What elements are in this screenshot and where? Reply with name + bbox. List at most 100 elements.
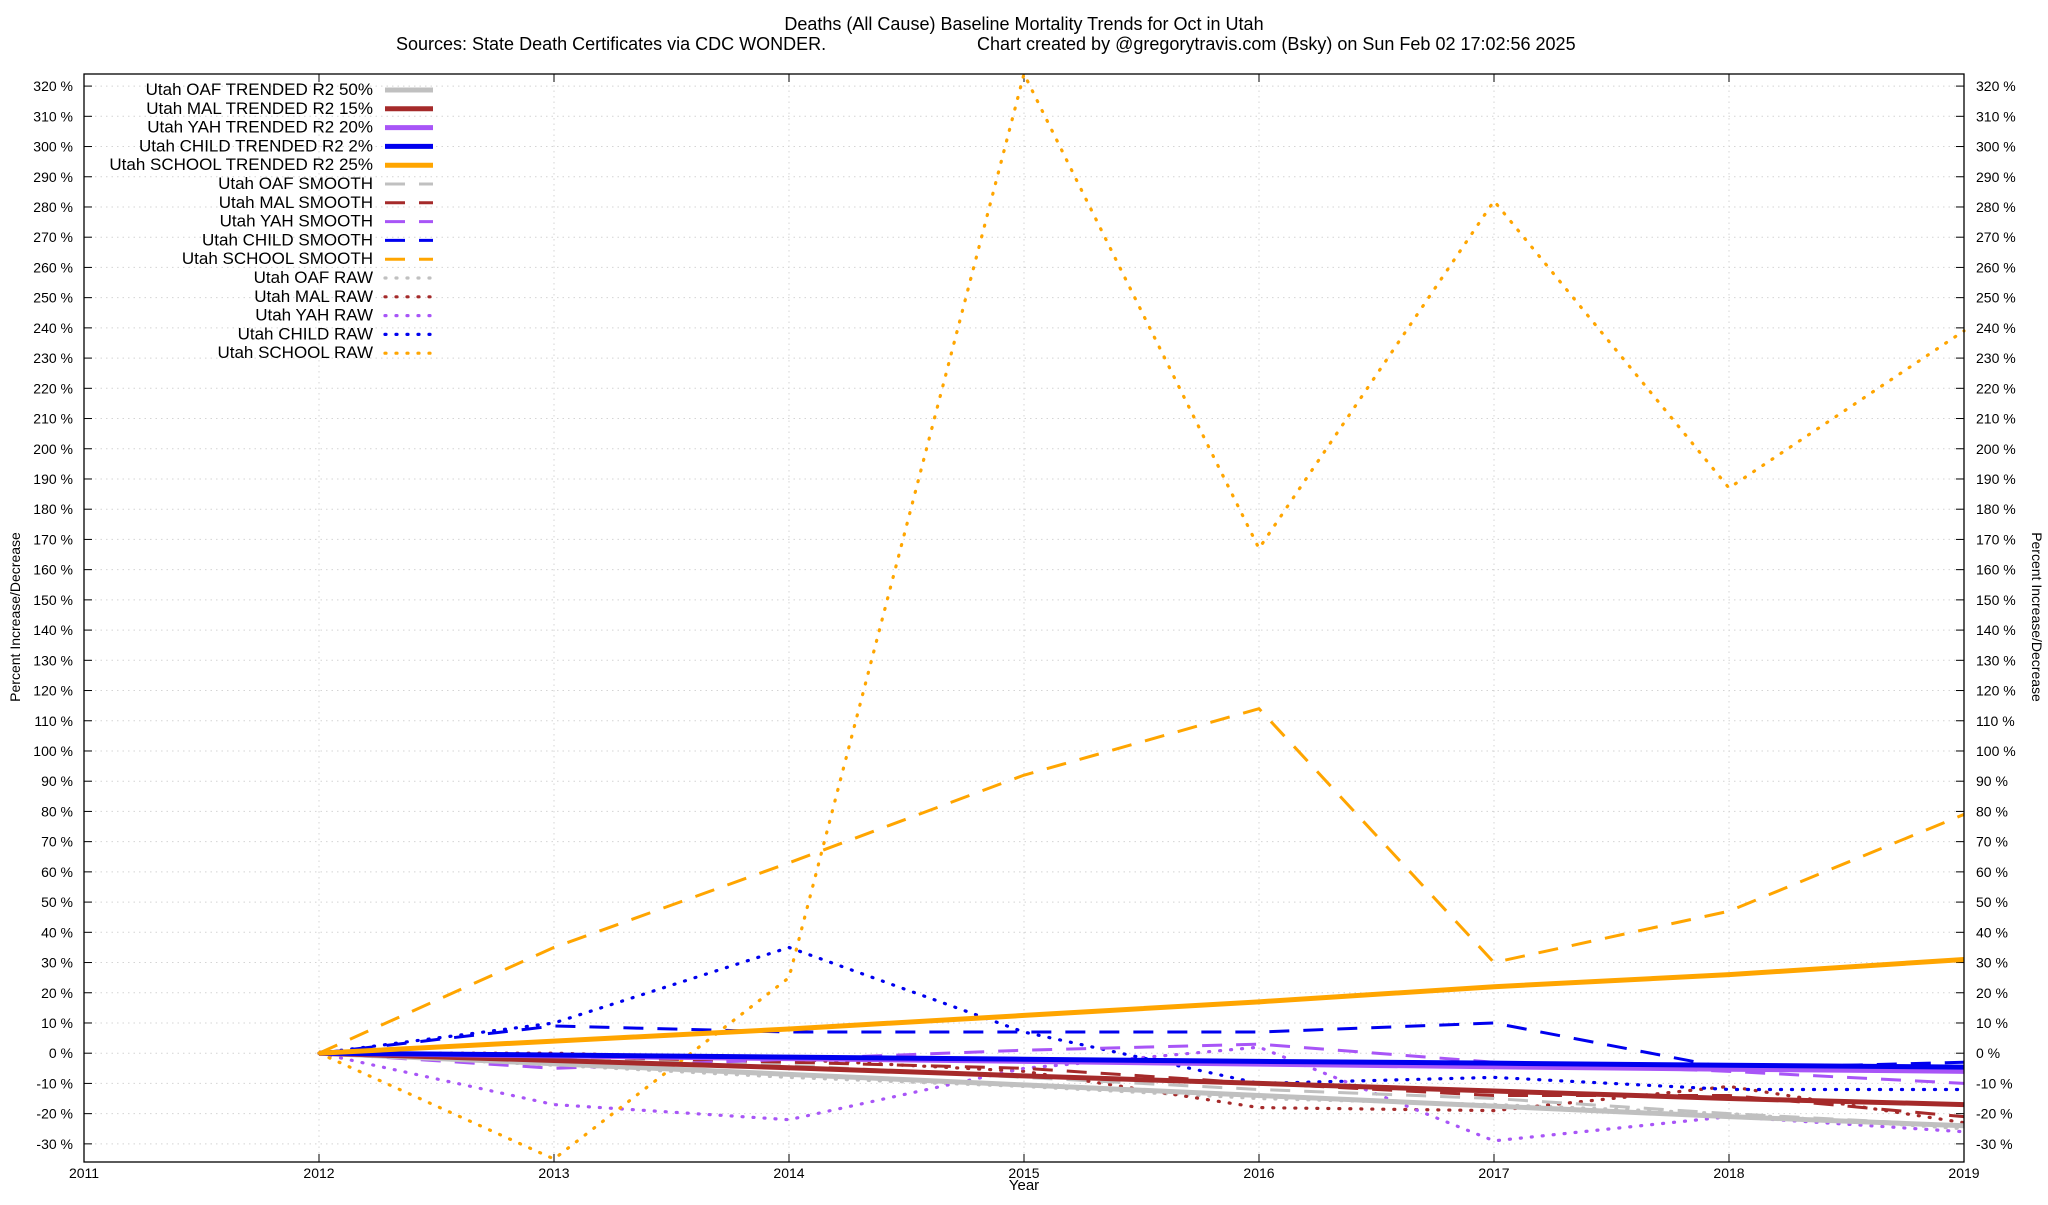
y-tick-label-right: 90 % xyxy=(1976,773,2008,789)
y-tick-label-right: 70 % xyxy=(1976,834,2008,850)
y-tick-label-right: 310 % xyxy=(1976,108,2016,124)
y-tick-label-left: 210 % xyxy=(33,411,73,427)
y-tick-label-left: 310 % xyxy=(33,108,73,124)
y-tick-label-left: 130 % xyxy=(33,652,73,668)
x-tick-label: 2015 xyxy=(1008,1165,1039,1181)
series-line-utah-oaf-trended-r2-50 xyxy=(318,1050,1965,1129)
y-tick-label-right: -30 % xyxy=(1976,1136,2013,1152)
y-tick-label-left: 60 % xyxy=(41,864,73,880)
y-tick-label-right: 120 % xyxy=(1976,683,2016,699)
y-tick-label-right: 50 % xyxy=(1976,894,2008,910)
legend-label: Utah YAH TRENDED R2 20% xyxy=(147,118,373,137)
x-tick-label: 2011 xyxy=(69,1165,99,1181)
y-tick-label-right: 300 % xyxy=(1976,139,2016,155)
y-tick-label-right: 260 % xyxy=(1976,259,2016,275)
y-tick-label-right: 230 % xyxy=(1976,350,2016,366)
series-lines xyxy=(317,72,1966,1161)
y-tick-label-left: 100 % xyxy=(33,743,73,759)
y-tick-label-left: 240 % xyxy=(33,320,73,336)
legend-label: Utah MAL TRENDED R2 15% xyxy=(146,99,373,118)
chart-title: Deaths (All Cause) Baseline Mortality Tr… xyxy=(784,14,1263,34)
y-tick-label-right: 290 % xyxy=(1976,169,2016,185)
y-tick-label-left: 70 % xyxy=(41,834,73,850)
y-tick-label-left: 40 % xyxy=(41,924,73,940)
series-line-utah-yah-raw xyxy=(317,1045,1966,1143)
legend-label: Utah CHILD SMOOTH xyxy=(202,230,373,249)
y-tick-label-right: 100 % xyxy=(1976,743,2016,759)
y-tick-label-left: 290 % xyxy=(33,169,73,185)
x-tick-label: 2013 xyxy=(538,1165,569,1181)
y-tick-label-right: 220 % xyxy=(1976,380,2016,396)
y-tick-label-right: 210 % xyxy=(1976,411,2016,427)
y-tick-label-right: 10 % xyxy=(1976,1015,2008,1031)
plot-frame xyxy=(83,73,1965,1163)
legend-label: Utah SCHOOL SMOOTH xyxy=(182,249,373,268)
legend-label: Utah OAF SMOOTH xyxy=(218,174,373,193)
y-tick-label-right: 150 % xyxy=(1976,592,2016,608)
y-tick-label-left: 20 % xyxy=(41,985,73,1001)
y-tick-label-left: 200 % xyxy=(33,441,73,457)
chart-subtitle-right: Chart created by @gregorytravis.com (Bsk… xyxy=(977,34,1576,54)
y-tick-label-right: 110 % xyxy=(1976,713,2015,729)
y-tick-label-left: 320 % xyxy=(33,78,73,94)
y-tick-label-left: 140 % xyxy=(33,622,73,638)
series-line-utah-school-smooth xyxy=(318,707,1965,1055)
legend-label: Utah OAF TRENDED R2 50% xyxy=(146,80,373,99)
y-tick-label-left: 180 % xyxy=(33,501,73,517)
y-tick-label-left: 150 % xyxy=(33,592,73,608)
series-line-utah-mal-trended-r2-15 xyxy=(318,1050,1965,1108)
y-tick-label-left: 110 % xyxy=(34,713,73,729)
y-tick-label-left: -20 % xyxy=(36,1106,73,1122)
x-tick-label: 2012 xyxy=(303,1165,334,1181)
y-tick-label-right: 0 % xyxy=(1976,1045,2000,1061)
series-line-utah-school-raw xyxy=(317,72,1966,1161)
legend-label: Utah CHILD TRENDED R2 2% xyxy=(139,136,373,155)
y-tick-label-right: 130 % xyxy=(1976,652,2016,668)
y-axis-label: Percent Increase/Decrease xyxy=(7,532,23,702)
y-tick-label-right: 200 % xyxy=(1976,441,2016,457)
y-tick-label-left: 190 % xyxy=(33,471,73,487)
y-tick-label-left: -10 % xyxy=(36,1075,73,1091)
x-tick-label: 2018 xyxy=(1713,1165,1744,1181)
series-line-utah-child-smooth xyxy=(318,1021,1965,1070)
y-tick-label-right: 20 % xyxy=(1976,985,2008,1001)
y-tick-label-left: 300 % xyxy=(33,139,73,155)
legend-label: Utah OAF RAW xyxy=(254,268,373,287)
axis-ticks: -30 % -30 % -20 % -20 % -10 % -10 % 0 % 0 % 10 %… xyxy=(33,74,2016,1181)
y-tick-label-left: 160 % xyxy=(33,562,73,578)
legend-label: Utah MAL SMOOTH xyxy=(219,193,373,212)
chart-subtitle-left: Sources: State Death Certificates via CD… xyxy=(396,34,826,54)
y-tick-label-right: 240 % xyxy=(1976,320,2016,336)
legend: Utah OAF TRENDED R2 50%Utah MAL TRENDED … xyxy=(109,80,435,362)
y-tick-label-left: 220 % xyxy=(33,380,73,396)
y-tick-label-right: -20 % xyxy=(1976,1106,2013,1122)
series-line-utah-child-trended-r2-2 xyxy=(318,1050,1965,1070)
y-tick-label-left: 280 % xyxy=(33,199,73,215)
x-tick-label: 2016 xyxy=(1243,1165,1274,1181)
y-tick-label-left: 270 % xyxy=(33,229,73,245)
x-tick-label: 2014 xyxy=(773,1165,804,1181)
y-tick-label-right: 320 % xyxy=(1976,78,2016,94)
y-tick-label-left: 10 % xyxy=(41,1015,73,1031)
y-tick-label-right: 140 % xyxy=(1976,622,2016,638)
y-tick-label-right: 30 % xyxy=(1976,955,2008,971)
legend-label: Utah YAH RAW xyxy=(255,306,373,325)
x-tick-label: 2019 xyxy=(1948,1165,1979,1181)
y-tick-label-right: 280 % xyxy=(1976,199,2016,215)
x-axis-label: Year xyxy=(1009,1177,1039,1194)
y-tick-label-right: -10 % xyxy=(1976,1075,2013,1091)
y-tick-label-left: 90 % xyxy=(41,773,73,789)
series-line-utah-school-trended-r2-25 xyxy=(318,957,1965,1056)
y-tick-label-left: 260 % xyxy=(33,259,73,275)
y-tick-label-right: 80 % xyxy=(1976,803,2008,819)
legend-label: Utah YAH SMOOTH xyxy=(220,212,373,231)
y-tick-label-left: -30 % xyxy=(36,1136,73,1152)
y-tick-label-right: 250 % xyxy=(1976,290,2016,306)
y-tick-label-right: 270 % xyxy=(1976,229,2016,245)
y-tick-label-left: 250 % xyxy=(33,290,73,306)
y-tick-label-right: 40 % xyxy=(1976,924,2008,940)
legend-label: Utah SCHOOL RAW xyxy=(217,343,373,362)
y-tick-label-left: 0 % xyxy=(49,1045,73,1061)
